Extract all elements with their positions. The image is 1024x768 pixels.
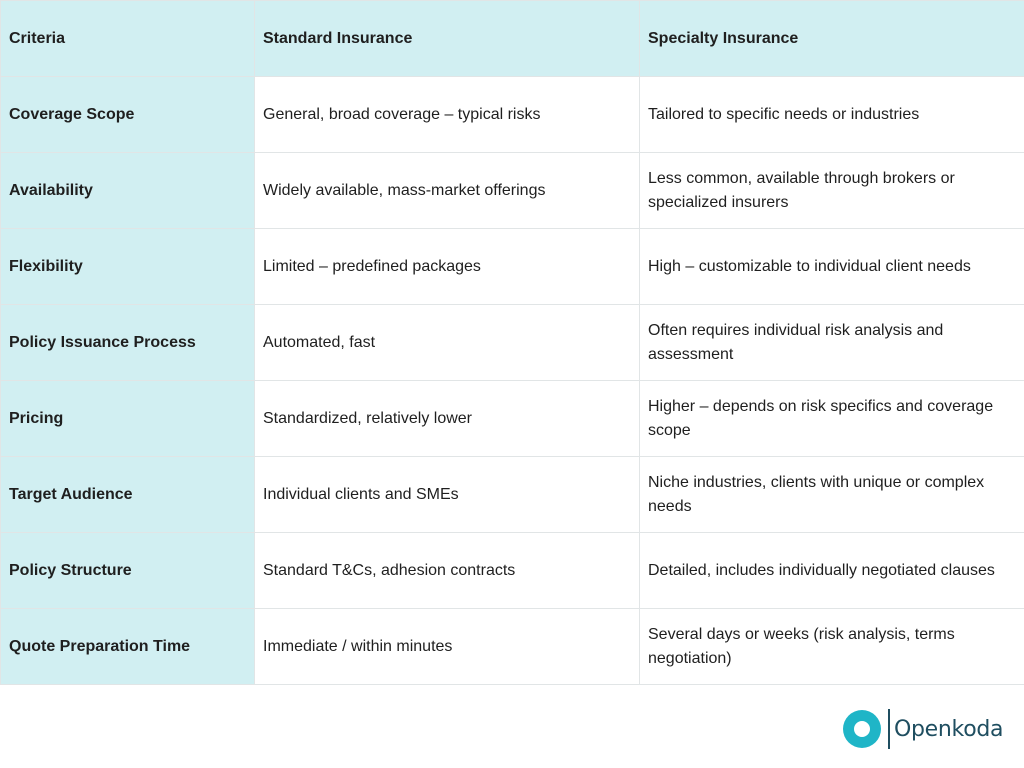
criteria-cell: Target Audience <box>0 456 255 533</box>
header-standard-insurance: Standard Insurance <box>254 0 640 77</box>
table-row: Pricing Standardized, relatively lower H… <box>0 380 1024 457</box>
table-row: Availability Widely available, mass-mark… <box>0 152 1024 229</box>
criteria-cell: Policy Structure <box>0 532 255 609</box>
table-row: Target Audience Individual clients and S… <box>0 456 1024 533</box>
table-row: Policy Structure Standard T&Cs, adhesion… <box>0 532 1024 609</box>
specialty-cell: Detailed, includes individually negotiat… <box>639 532 1024 609</box>
logo-text: Openkoda <box>894 716 1004 742</box>
standard-cell: Limited – predefined packages <box>254 228 640 305</box>
header-specialty-insurance: Specialty Insurance <box>639 0 1024 77</box>
criteria-cell: Coverage Scope <box>0 76 255 153</box>
specialty-cell: Niche industries, clients with unique or… <box>639 456 1024 533</box>
criteria-cell: Quote Preparation Time <box>0 608 255 685</box>
standard-cell: Standard T&Cs, adhesion contracts <box>254 532 640 609</box>
specialty-cell: Less common, available through brokers o… <box>639 152 1024 229</box>
logo-divider <box>888 709 890 749</box>
comparison-table: Criteria Standard Insurance Specialty In… <box>0 0 1024 685</box>
criteria-cell: Pricing <box>0 380 255 457</box>
standard-cell: Widely available, mass-market offerings <box>254 152 640 229</box>
openkoda-logo-icon <box>843 710 881 748</box>
specialty-cell: Tailored to specific needs or industries <box>639 76 1024 153</box>
standard-cell: Standardized, relatively lower <box>254 380 640 457</box>
table-row: Coverage Scope General, broad coverage –… <box>0 76 1024 153</box>
specialty-cell: Higher – depends on risk specifics and c… <box>639 380 1024 457</box>
openkoda-logo: Openkoda <box>843 708 1004 750</box>
table-header-row: Criteria Standard Insurance Specialty In… <box>0 0 1024 77</box>
standard-cell: Individual clients and SMEs <box>254 456 640 533</box>
specialty-cell: High – customizable to individual client… <box>639 228 1024 305</box>
table-row: Policy Issuance Process Automated, fast … <box>0 304 1024 381</box>
standard-cell: Immediate / within minutes <box>254 608 640 685</box>
criteria-cell: Availability <box>0 152 255 229</box>
criteria-cell: Flexibility <box>0 228 255 305</box>
criteria-cell: Policy Issuance Process <box>0 304 255 381</box>
specialty-cell: Several days or weeks (risk analysis, te… <box>639 608 1024 685</box>
standard-cell: General, broad coverage – typical risks <box>254 76 640 153</box>
specialty-cell: Often requires individual risk analysis … <box>639 304 1024 381</box>
standard-cell: Automated, fast <box>254 304 640 381</box>
table-row: Quote Preparation Time Immediate / withi… <box>0 608 1024 685</box>
header-criteria: Criteria <box>0 0 255 77</box>
table-row: Flexibility Limited – predefined package… <box>0 228 1024 305</box>
